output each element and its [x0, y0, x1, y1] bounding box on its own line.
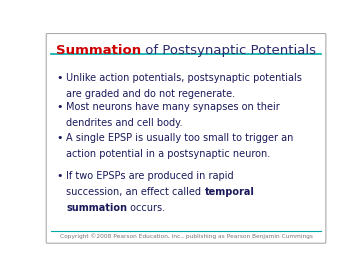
Text: occurs.: occurs.	[127, 202, 166, 213]
Text: Most neurons have many synapses on their: Most neurons have many synapses on their	[66, 102, 280, 112]
Text: summation: summation	[66, 202, 127, 213]
Text: action potential in a postsynaptic neuron.: action potential in a postsynaptic neuro…	[66, 149, 271, 159]
Text: Summation: Summation	[56, 44, 141, 58]
Text: of Postsynaptic Potentials: of Postsynaptic Potentials	[141, 44, 316, 58]
Text: A single EPSP is usually too small to trigger an: A single EPSP is usually too small to tr…	[66, 133, 294, 143]
Text: are graded and do not regenerate.: are graded and do not regenerate.	[66, 89, 236, 99]
FancyBboxPatch shape	[46, 33, 326, 243]
Text: succession, an effect called: succession, an effect called	[66, 187, 205, 197]
Text: •: •	[56, 133, 62, 143]
Text: temporal: temporal	[205, 187, 254, 197]
Text: dendrites and cell body.: dendrites and cell body.	[66, 118, 183, 128]
Text: •: •	[56, 171, 62, 181]
Text: Unlike action potentials, postsynaptic potentials: Unlike action potentials, postsynaptic p…	[66, 73, 302, 83]
Text: •: •	[56, 73, 62, 83]
Text: If two EPSPs are produced in rapid: If two EPSPs are produced in rapid	[66, 171, 234, 181]
Text: Copyright ©2008 Pearson Education, Inc., publishing as Pearson Benjamin Cummings: Copyright ©2008 Pearson Education, Inc.,…	[60, 233, 313, 239]
Text: •: •	[56, 102, 62, 112]
